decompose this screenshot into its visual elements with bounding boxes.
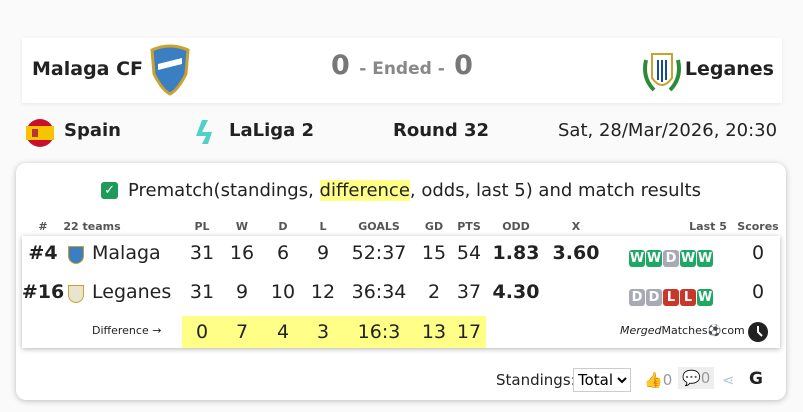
col-last5: Last 5 <box>689 220 727 233</box>
leganes-crest-icon <box>68 285 84 303</box>
form-badge[interactable]: D <box>663 250 679 267</box>
home-score: 0 <box>331 50 350 81</box>
form-badge[interactable]: W <box>680 250 696 267</box>
away-score: 0 <box>454 50 473 81</box>
col-d: D <box>278 220 288 233</box>
like-count: 0 <box>662 371 673 389</box>
spain-flag-icon <box>26 119 54 147</box>
form-badge[interactable]: W <box>697 289 713 306</box>
home-team-name[interactable]: Malaga CF <box>32 58 144 80</box>
diff-gd: 13 <box>421 321 447 343</box>
cell-d: 6 <box>276 242 290 264</box>
cell-goals: 36:34 <box>351 281 407 303</box>
cell-pts: 37 <box>456 281 482 303</box>
scoreline: 0 - Ended - 0 <box>22 50 782 81</box>
diff-l: 3 <box>316 321 330 343</box>
malaga-crest-icon <box>150 44 190 96</box>
cell-score: 0 <box>751 242 765 264</box>
standings-table: #4 31 16 6 9 52:37 15 54 1.83 3.60 0 Malaga W W D W W #16… <box>22 236 780 348</box>
form-badge[interactable]: D <box>629 289 645 306</box>
col-pl: PL <box>194 220 210 233</box>
brand-tld: com <box>721 324 745 337</box>
col-gd: GD <box>424 220 444 233</box>
difference-highlight <box>182 316 486 348</box>
cell-odd: 1.83 <box>492 242 540 264</box>
form-badge[interactable]: W <box>697 250 713 267</box>
comment-count: 0 <box>700 369 711 387</box>
cell-x: 3.60 <box>552 242 600 264</box>
team-name[interactable]: Leganes <box>92 281 172 303</box>
cell-d: 10 <box>270 281 296 303</box>
col-goals: GOALS <box>358 220 400 233</box>
title-highlight: difference <box>319 180 410 201</box>
form-badge[interactable]: D <box>646 289 662 306</box>
form-badge[interactable]: W <box>629 250 645 267</box>
checkbox-checked-icon[interactable]: ✓ <box>101 182 119 199</box>
form-badge[interactable]: L <box>680 289 696 306</box>
cell-rank: #4 <box>28 242 58 264</box>
col-scores: Scores <box>737 220 779 233</box>
comment-button[interactable]: 💬0 <box>678 367 715 389</box>
team-name[interactable]: Malaga <box>92 242 161 264</box>
cell-pl: 31 <box>189 281 215 303</box>
cell-w: 16 <box>229 242 255 264</box>
country[interactable]: Spain <box>64 120 121 141</box>
laliga-logo-icon <box>196 120 212 144</box>
title-text: Prematch(standings, <box>128 180 320 201</box>
share-icon[interactable]: ⋖ <box>722 371 735 389</box>
prematch-card: ✓ Prematch(standings, difference, odds, l… <box>16 163 786 400</box>
col-odd: ODD <box>502 220 530 233</box>
cell-pts: 54 <box>456 242 482 264</box>
title-text-end: , odds, last 5) and match results <box>409 180 701 201</box>
col-w: W <box>235 220 249 233</box>
card-title: ✓ Prematch(standings, difference, odds, l… <box>16 180 786 201</box>
cell-goals: 52:37 <box>351 242 407 264</box>
round: Round 32 <box>393 120 490 141</box>
cell-l: 9 <box>316 242 330 264</box>
away-team-name[interactable]: Leganes <box>684 58 774 80</box>
diff-pl: 0 <box>195 321 209 343</box>
cell-odd: 4.30 <box>492 281 540 303</box>
thumbs-up-icon: 👍 <box>644 371 663 389</box>
malaga-crest-icon <box>68 246 84 264</box>
cell-l: 12 <box>310 281 336 303</box>
cell-gd: 2 <box>427 281 441 303</box>
diff-w: 7 <box>235 321 249 343</box>
cell-w: 9 <box>235 281 249 303</box>
form-badge[interactable]: L <box>663 289 679 306</box>
cell-score: 0 <box>751 281 765 303</box>
brand-logo[interactable]: MergedMatches⚽com <box>620 324 745 337</box>
brand-italic: Merged <box>620 324 662 337</box>
league[interactable]: LaLiga 2 <box>229 120 315 141</box>
col-teams: 22 teams <box>63 220 121 233</box>
col-l: L <box>319 220 327 233</box>
diff-pts: 17 <box>456 321 482 343</box>
form-badge[interactable]: W <box>646 250 662 267</box>
cell-rank: #16 <box>21 281 65 303</box>
match-datetime: Sat, 28/Mar/2026, 20:30 <box>558 120 778 141</box>
col-rank: # <box>38 220 48 233</box>
match-header: Malaga CF 0 - Ended - 0 Leganes <box>22 38 782 103</box>
difference-label: Difference → <box>92 324 162 337</box>
comment-icon: 💬 <box>682 369 701 387</box>
standings-select[interactable]: Total <box>573 368 631 392</box>
like-button[interactable]: 👍0 <box>644 371 672 389</box>
cell-pl: 31 <box>189 242 215 264</box>
standings-label: Standings: <box>496 371 576 389</box>
brand-rest: Matches <box>661 324 708 337</box>
ball-icon: ⚽ <box>707 324 722 337</box>
col-pts: PTS <box>457 220 481 233</box>
cell-gd: 15 <box>421 242 447 264</box>
diff-goals: 16:3 <box>357 321 401 343</box>
leganes-crest-icon <box>643 53 681 92</box>
clock-icon[interactable] <box>747 321 769 343</box>
match-status: - Ended - <box>359 59 445 79</box>
col-x: X <box>571 220 581 233</box>
google-icon[interactable]: G <box>749 369 763 389</box>
diff-d: 4 <box>276 321 290 343</box>
